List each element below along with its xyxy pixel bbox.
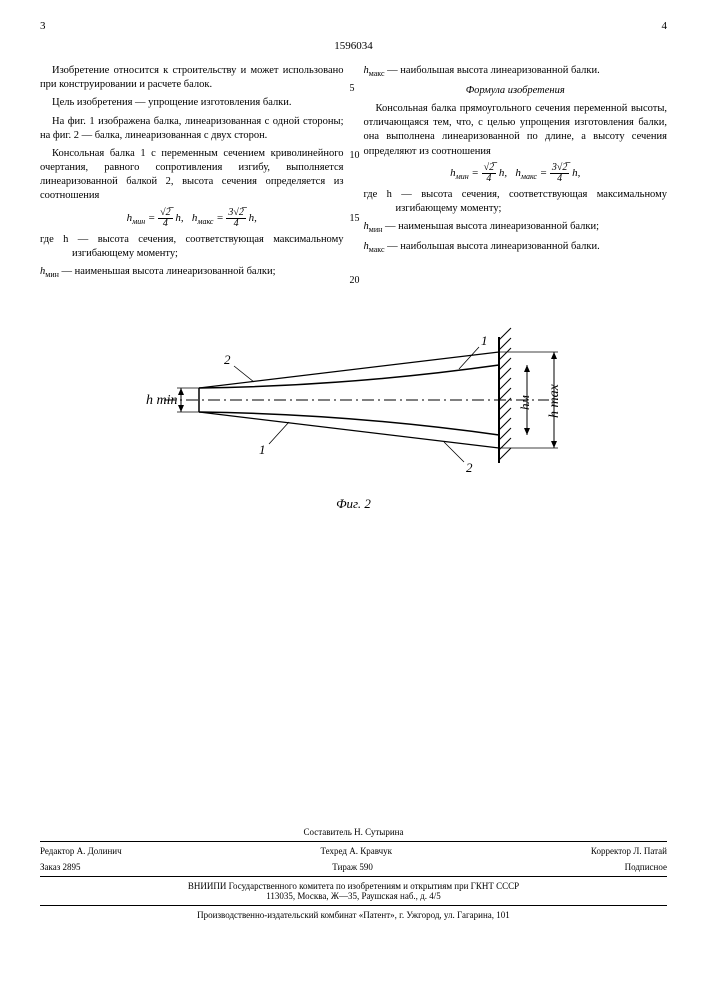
formula-left: hмин = √2̅4 h, hмакс = 3√2̅4 h, bbox=[40, 208, 344, 229]
corrector: Корректор Л. Патай bbox=[591, 846, 667, 856]
figure-2: h min hм h max 2 1 1 2 Фиг. 2 bbox=[40, 315, 667, 512]
subscription: Подписное bbox=[625, 862, 667, 872]
claims-title: Формула изобретения bbox=[364, 84, 668, 98]
imprint-footer: Составитель Н. Сутырина Редактор А. Доли… bbox=[40, 827, 667, 920]
def-hmin: hмин — наименьшая высота линеаризованной… bbox=[364, 220, 668, 236]
para: На фиг. 1 изображена балка, линеаризован… bbox=[40, 115, 344, 143]
svg-text:1: 1 bbox=[259, 442, 266, 457]
patent-page: 3 4 1596034 Изобретение относится к стро… bbox=[0, 0, 707, 1000]
page-num-left: 3 bbox=[40, 20, 46, 32]
para: Консольная балка 1 с переменным сечением… bbox=[40, 147, 344, 204]
footer-credits: Редактор А. Долинич Техред А. Кравчук Ко… bbox=[40, 841, 667, 856]
para: Консольная балка прямоугольного сечения … bbox=[364, 102, 668, 159]
order-num: Заказ 2895 bbox=[40, 862, 81, 872]
editor: Редактор А. Долинич bbox=[40, 846, 122, 856]
svg-text:1: 1 bbox=[481, 333, 488, 348]
svg-text:h max: h max bbox=[547, 383, 562, 418]
footer-order: Заказ 2895 Тираж 590 Подписное bbox=[40, 860, 667, 872]
patent-number: 1596034 bbox=[40, 40, 667, 52]
footer-prod: Производственно-издательский комбинат «П… bbox=[40, 905, 667, 920]
line-num: 10 bbox=[350, 149, 360, 163]
para: Изобретение относится к строительству и … bbox=[40, 64, 344, 92]
beam-diagram: h min hм h max 2 1 1 2 bbox=[129, 315, 579, 485]
def-h: где h — высота сечения, соответствующая … bbox=[40, 233, 344, 261]
right-column: 5 10 15 20 hмакс — наибольшая высота лин… bbox=[364, 64, 668, 285]
def-hmin: hмин — наименьшая высота линеаризованной… bbox=[40, 265, 344, 281]
line-num: 5 bbox=[350, 82, 355, 96]
footer-addr: 113035, Москва, Ж—35, Раушская наб., д. … bbox=[40, 891, 667, 901]
compiler: Составитель Н. Сутырина bbox=[40, 827, 667, 837]
def-h: где h — высота сечения, соответствующая … bbox=[364, 188, 668, 216]
tech-editor: Техред А. Кравчук bbox=[321, 846, 393, 856]
figure-caption: Фиг. 2 bbox=[40, 496, 667, 512]
def-hmax-top: hмакс — наибольшая высота линеаризованно… bbox=[364, 64, 668, 80]
svg-text:hм: hм bbox=[517, 395, 532, 410]
page-num-right: 4 bbox=[662, 20, 668, 32]
svg-text:2: 2 bbox=[466, 460, 473, 475]
line-num: 20 bbox=[350, 274, 360, 288]
formula-right: hмин = √2̅4 h, hмакс = 3√2̅4 h, bbox=[364, 163, 668, 184]
line-num: 15 bbox=[350, 212, 360, 226]
svg-text:2: 2 bbox=[224, 352, 231, 367]
tirage: Тираж 590 bbox=[332, 862, 373, 872]
def-hmax: hмакс — наибольшая высота линеаризованно… bbox=[364, 240, 668, 256]
left-column: Изобретение относится к строительству и … bbox=[40, 64, 344, 285]
text-columns: Изобретение относится к строительству и … bbox=[40, 64, 667, 285]
page-numbers: 3 4 bbox=[40, 20, 667, 32]
para: Цель изобретения — упрощение изготовлени… bbox=[40, 96, 344, 110]
footer-org: ВНИИПИ Государственного комитета по изоб… bbox=[40, 876, 667, 891]
svg-text:h min: h min bbox=[146, 393, 178, 408]
